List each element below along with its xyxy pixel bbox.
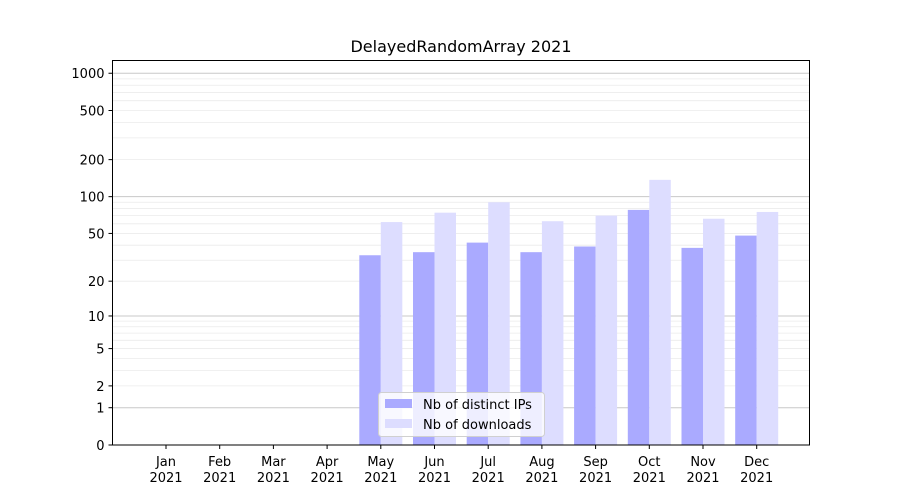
y-tick-label: 1000 <box>71 67 104 82</box>
y-tick-label: 2 <box>96 380 104 395</box>
plot-frame <box>112 60 810 446</box>
legend: Nb of distinct IPs Nb of downloads <box>378 392 545 437</box>
x-tick-label-month: Mar <box>261 455 286 470</box>
x-tick-label-month: Jun <box>423 455 444 470</box>
chart-title: DelayedRandomArray 2021 <box>350 37 571 56</box>
x-tick-label-year: 2021 <box>472 471 505 486</box>
x-axis: Jan2021Feb2021Mar2021Apr2021May2021Jun20… <box>149 445 773 486</box>
bar-downloads <box>595 215 618 445</box>
x-tick-label-month: Sep <box>583 455 608 470</box>
y-tick-label: 0 <box>96 439 104 454</box>
y-tick-label: 10 <box>88 310 105 325</box>
x-tick-label-month: Jul <box>479 455 496 470</box>
y-tick-label: 5 <box>96 343 104 358</box>
bar-downloads <box>434 212 456 445</box>
legend-label: Nb of distinct IPs <box>423 398 532 413</box>
legend-box <box>378 392 545 437</box>
x-tick-label-month: Apr <box>316 455 339 470</box>
x-tick-label-year: 2021 <box>525 471 558 486</box>
bar-distinct-ips <box>681 247 703 445</box>
x-tick-label-year: 2021 <box>203 471 236 486</box>
y-tick-label: 500 <box>80 104 105 119</box>
legend-swatch <box>385 399 412 408</box>
x-tick-label-month: Jan <box>155 455 176 470</box>
legend-label: Nb of downloads <box>423 418 532 433</box>
bar-downloads <box>380 222 403 445</box>
y-tick-label: 1 <box>96 402 104 417</box>
x-tick-label-year: 2021 <box>686 471 719 486</box>
bar-distinct-ips <box>627 209 650 445</box>
x-tick-label-year: 2021 <box>311 471 344 486</box>
y-tick-label: 100 <box>80 191 105 206</box>
x-tick-label-month: Aug <box>529 455 554 470</box>
y-axis: 0 1 2 5 10 20 50 100 200 500 1000 <box>71 67 113 454</box>
x-tick-label-year: 2021 <box>418 471 451 486</box>
x-tick-label-year: 2021 <box>579 471 612 486</box>
y-tick-label: 50 <box>88 227 105 242</box>
bar-distinct-ips <box>735 235 757 445</box>
x-tick-label-year: 2021 <box>740 471 773 486</box>
bar-downloads <box>703 218 725 445</box>
x-tick-label-month: Oct <box>638 455 660 470</box>
x-tick-label-year: 2021 <box>149 471 182 486</box>
x-tick-label-month: May <box>367 455 394 470</box>
x-tick-label-month: Feb <box>208 455 231 470</box>
x-tick-label-month: Dec <box>744 455 769 470</box>
y-tick-label: 200 <box>80 154 105 169</box>
legend-swatch <box>385 419 412 428</box>
bar-downloads <box>488 202 510 445</box>
bar-distinct-ips <box>359 255 381 445</box>
x-tick-label-year: 2021 <box>633 471 666 486</box>
bar-downloads <box>541 221 564 445</box>
bar-distinct-ips <box>574 246 596 445</box>
x-tick-label-year: 2021 <box>257 471 290 486</box>
x-tick-label-year: 2021 <box>364 471 397 486</box>
bars <box>359 179 779 445</box>
x-tick-label-month: Nov <box>690 455 716 470</box>
bar-downloads <box>649 179 671 445</box>
y-tick-label: 20 <box>88 275 105 290</box>
bar-downloads <box>756 211 779 445</box>
